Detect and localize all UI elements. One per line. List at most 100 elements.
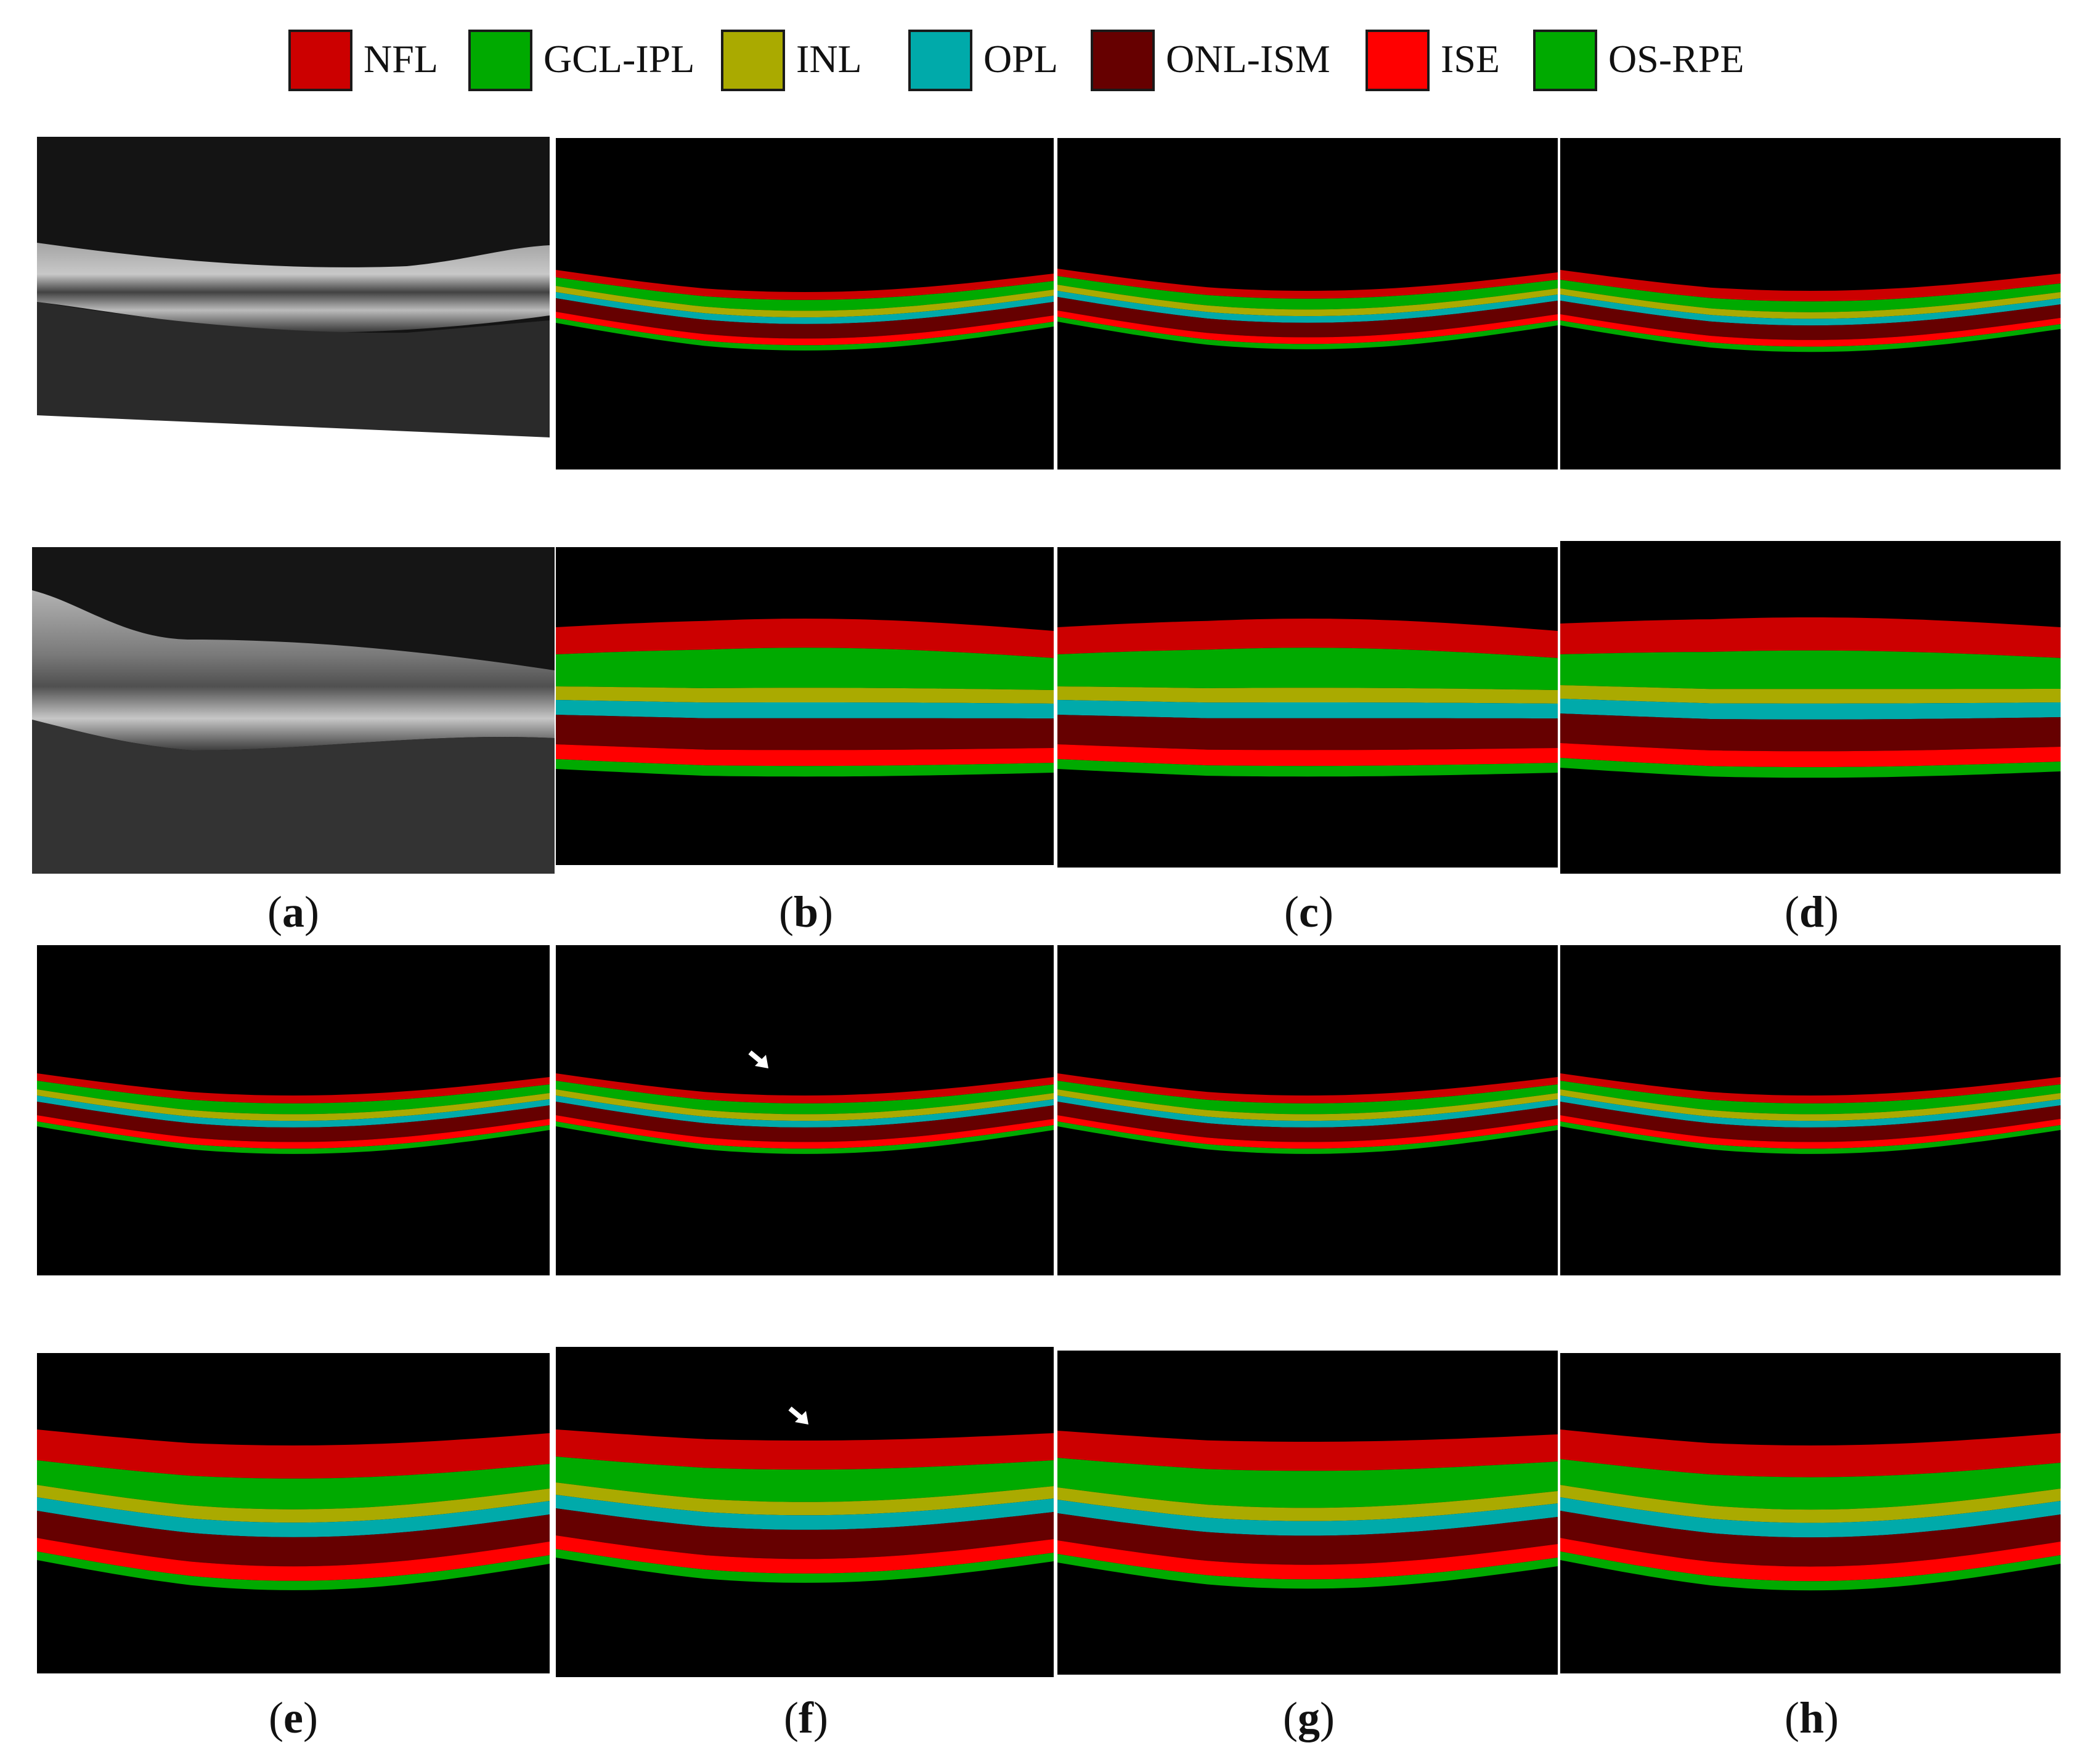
layer-band-opl	[1560, 1095, 2061, 1128]
layer-band-onl-ism	[37, 1511, 550, 1567]
segmentation-panel-b1	[556, 138, 1054, 469]
layer-band-inl	[556, 286, 1054, 318]
layer-band-os-rpe	[556, 1121, 1054, 1154]
layer-band-nfl	[1057, 619, 1558, 658]
layer-band-inl	[1560, 685, 2061, 704]
caption-a: (a)	[267, 887, 319, 937]
layer-band-nfl	[556, 270, 1054, 300]
layer-band-gcl-ipl	[1560, 650, 2061, 689]
layer-band-opl	[37, 1497, 550, 1537]
oct-scan-panel-1	[37, 137, 550, 442]
legend-label-opl: OPL	[983, 37, 1058, 81]
layer-band-os-rpe	[1560, 1121, 2061, 1154]
layer-band-ise	[1057, 744, 1558, 766]
layer-band-ise	[1560, 743, 2061, 768]
layer-band-inl	[37, 1485, 550, 1523]
segmentation-panel-f2	[556, 1347, 1054, 1677]
layer-band-gcl-ipl	[37, 1460, 550, 1510]
layer-band-inl	[1560, 1089, 2061, 1121]
segmentation-mask-d2	[1560, 617, 2061, 778]
legend-label-nfl: NFL	[364, 37, 438, 81]
legend-swatch-opl	[908, 30, 972, 91]
layer-band-onl-ism	[37, 1102, 550, 1142]
legend-label-inl: INL	[796, 37, 862, 81]
segmentation-panel-h2	[1560, 1353, 2061, 1673]
layer-band-os-rpe	[1560, 1551, 2061, 1591]
layer-band-onl-ism	[1057, 297, 1558, 338]
segmentation-mask-e2	[37, 1429, 550, 1590]
layer-band-os-rpe	[37, 1551, 550, 1590]
legend-label-os-rpe: OS-RPE	[1608, 37, 1744, 81]
legend-swatch-nfl	[288, 30, 352, 91]
layer-band-inl	[1057, 1089, 1558, 1121]
segmentation-mask-e1	[37, 1073, 550, 1154]
caption-c: (c)	[1284, 887, 1333, 937]
layer-band-onl-ism	[1560, 1511, 2061, 1567]
layer-band-ise	[1560, 314, 2061, 347]
layer-band-opl	[556, 1095, 1054, 1128]
layer-band-os-rpe	[1057, 759, 1558, 777]
layer-band-inl	[1057, 285, 1558, 317]
layer-band-nfl	[37, 1073, 550, 1104]
layer-band-onl-ism	[1057, 1102, 1558, 1142]
segmentation-mask-d1	[1560, 270, 2061, 352]
layer-band-ise	[1560, 1115, 2061, 1149]
layer-band-os-rpe	[556, 1549, 1054, 1583]
layer-band-gcl-ipl	[1560, 1459, 2061, 1510]
layer-band-gcl-ipl	[1057, 1458, 1558, 1508]
layer-band-opl	[1057, 1500, 1558, 1536]
layer-band-onl-ism	[1560, 713, 2061, 752]
layer-band-nfl	[1057, 1431, 1558, 1471]
layer-band-nfl	[1057, 269, 1558, 299]
layer-band-onl-ism	[556, 1102, 1054, 1142]
caption-b: (b)	[778, 887, 834, 937]
caption-e: (e)	[269, 1693, 318, 1742]
layer-band-ise	[37, 1115, 550, 1149]
legend-label-gcl-ipl: GCL-IPL	[543, 37, 695, 81]
legend-swatch-os-rpe	[1533, 30, 1597, 91]
layer-band-inl	[556, 1089, 1054, 1121]
layer-band-opl	[1560, 295, 2061, 326]
layer-band-opl	[1057, 291, 1558, 323]
layer-band-onl-ism	[1057, 715, 1558, 750]
layer-band-os-rpe	[1560, 758, 2061, 778]
caption-h: (h)	[1784, 1693, 1839, 1742]
segmentation-mask-c2	[1057, 619, 1558, 777]
layer-band-ise	[556, 744, 1054, 766]
layer-band-opl	[37, 1095, 550, 1128]
layer-band-ise	[556, 1115, 1054, 1149]
layer-band-ise	[556, 1535, 1054, 1574]
legend-swatch-ise	[1366, 30, 1430, 91]
layer-band-ise	[1057, 1115, 1558, 1149]
legend-label-onl-ism: ONL-ISM	[1166, 37, 1330, 81]
layer-band-nfl	[1560, 270, 2061, 302]
layer-band-ise	[556, 312, 1054, 346]
segmentation-panel-e2	[37, 1353, 550, 1673]
layer-band-ise	[1057, 311, 1558, 344]
segmentation-panel-g1	[1057, 945, 1558, 1275]
layer-band-inl	[1057, 1487, 1558, 1521]
segmentation-panel-c2	[1057, 547, 1558, 868]
layer-band-onl-ism	[556, 1508, 1054, 1559]
segmentation-mask-h2	[1560, 1429, 2061, 1591]
layer-band-onl-ism	[1560, 1102, 2061, 1142]
layer-band-os-rpe	[1057, 1554, 1558, 1589]
segmentation-panel-g2	[1057, 1351, 1558, 1675]
layer-band-opl	[556, 292, 1054, 324]
layer-band-os-rpe	[556, 759, 1054, 777]
segmentation-mask-b2	[556, 619, 1054, 777]
oct-scan-image-2	[32, 590, 555, 874]
layer-band-inl	[556, 686, 1054, 704]
layer-band-nfl	[1560, 1073, 2061, 1104]
layer-band-opl	[556, 700, 1054, 718]
layer-band-ise	[1057, 1540, 1558, 1580]
layer-band-nfl	[1057, 1073, 1558, 1104]
caption-g: (g)	[1283, 1693, 1335, 1742]
layer-band-gcl-ipl	[556, 1081, 1054, 1115]
layer-band-opl	[1560, 1497, 2061, 1538]
layer-band-nfl	[556, 1429, 1054, 1470]
layer-band-os-rpe	[1560, 320, 2061, 352]
segmentation-mask-c1	[1057, 269, 1558, 349]
layer-band-inl	[1560, 288, 2061, 319]
segmentation-mask-g1	[1057, 1073, 1558, 1154]
